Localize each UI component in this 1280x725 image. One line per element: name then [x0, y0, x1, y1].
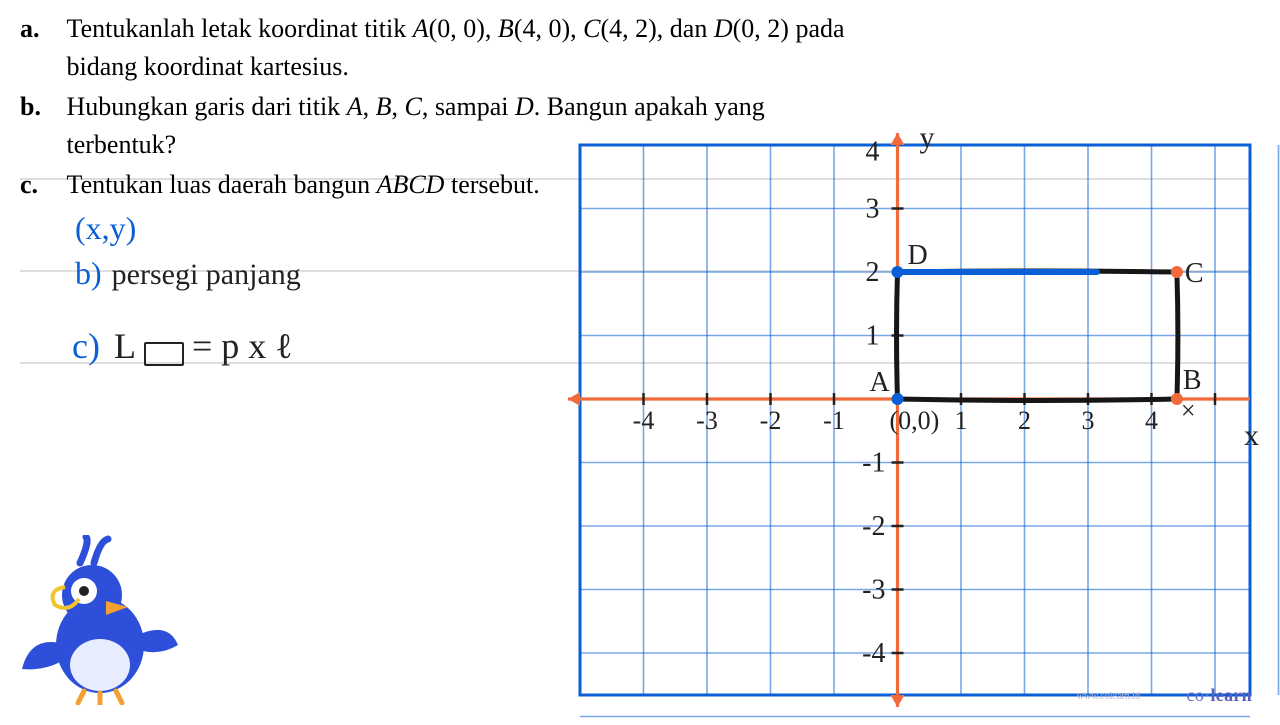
q-b-c1: , [363, 92, 376, 121]
brand-logo: co·learn [1187, 685, 1252, 706]
svg-text:-4: -4 [633, 406, 655, 435]
q-a-A: A [413, 14, 429, 43]
q-b-D: D [515, 92, 534, 121]
q-b-l1-pre: Hubungkan garis dari titik [67, 92, 347, 121]
q-b-c3: , sampai [422, 92, 515, 121]
q-a-Ac: (0, 0), [429, 14, 498, 43]
q-a-Cc: (4, 2), dan [600, 14, 713, 43]
svg-text:-1: -1 [823, 406, 845, 435]
svg-text:2: 2 [866, 257, 880, 288]
footer-url: www.colearn.id [1077, 691, 1140, 702]
svg-text:-3: -3 [696, 406, 718, 435]
hand-answer-b: b) persegi panjang [75, 255, 301, 292]
svg-text:4: 4 [1145, 406, 1158, 435]
bird-mascot-icon [20, 535, 180, 705]
svg-text:4: 4 [866, 136, 880, 167]
q-a-Bc: (4, 0), [514, 14, 583, 43]
q-b-label: b. [20, 88, 60, 126]
q-a-Dc: (0, 2) pada [733, 14, 845, 43]
brand-pre: co [1187, 685, 1205, 705]
svg-text:-2: -2 [862, 511, 885, 542]
svg-text:1: 1 [955, 406, 968, 435]
svg-text:D: D [908, 240, 928, 271]
q-b-A: A [347, 92, 363, 121]
question-c: c. Tentukan luas daerah bangun ABCD ters… [20, 166, 580, 204]
hand-b-label: b) [75, 255, 102, 291]
brand-post: learn [1211, 685, 1253, 705]
svg-text:-2: -2 [760, 406, 782, 435]
coordinate-grid: -4-3-2-1(0,0)12344321-1-2-3-4yxABCD× [550, 115, 1280, 725]
q-a-l2: bidang koordinat kartesius. [67, 52, 349, 81]
svg-text:-3: -3 [862, 575, 885, 606]
hand-c-l: L [114, 326, 136, 366]
q-c-pre: Tentukan luas daerah bangun [67, 170, 377, 199]
hand-c-eq: = p x ℓ [192, 326, 293, 366]
q-b-c2: , [391, 92, 404, 121]
q-b-l2: terbentuk? [67, 130, 177, 159]
hand-answer-c: c) L = p x ℓ [72, 325, 293, 367]
q-a-D: D [714, 14, 733, 43]
q-a-B: B [498, 14, 514, 43]
rect-symbol-icon [144, 342, 184, 366]
svg-text:3: 3 [1082, 406, 1095, 435]
question-a: a. Tentukanlah letak koordinat titik A(0… [20, 10, 920, 85]
svg-text:x: x [1244, 419, 1259, 452]
q-b-C: C [404, 92, 421, 121]
q-a-l1-pre: Tentukanlah letak koordinat titik [67, 14, 413, 43]
svg-text:(0,0): (0,0) [890, 406, 940, 435]
q-c-label: c. [20, 166, 60, 204]
svg-text:A: A [870, 367, 891, 398]
svg-text:B: B [1183, 365, 1202, 396]
svg-text:y: y [920, 121, 935, 154]
q-a-label: a. [20, 10, 60, 48]
svg-text:-4: -4 [862, 638, 885, 669]
svg-text:2: 2 [1018, 406, 1031, 435]
hand-c-label: c) [72, 326, 100, 366]
svg-text:3: 3 [866, 194, 880, 225]
svg-text:-1: -1 [862, 448, 885, 479]
svg-text:1: 1 [866, 321, 880, 352]
q-c-post: tersebut. [444, 170, 539, 199]
q-c-ABCD: ABCD [377, 170, 445, 199]
q-a-C: C [583, 14, 600, 43]
svg-text:×: × [1181, 396, 1196, 425]
svg-text:C: C [1185, 258, 1204, 289]
hand-xy: (x,y) [75, 210, 136, 247]
hand-b-answer: persegi panjang [112, 258, 301, 291]
q-b-B: B [376, 92, 392, 121]
